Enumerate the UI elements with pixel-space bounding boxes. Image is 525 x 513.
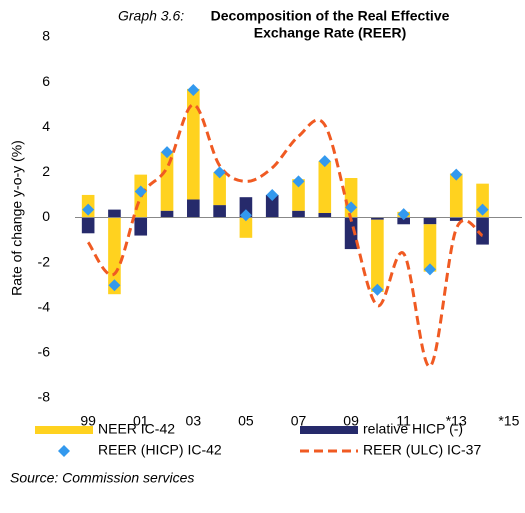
bar <box>371 219 384 292</box>
bar <box>81 217 95 234</box>
marker <box>239 209 252 222</box>
y-tick-label: -2 <box>38 253 51 269</box>
bar <box>187 88 200 200</box>
y-axis-label: Rate of change y-o-y (%) <box>9 140 25 296</box>
marker <box>187 84 200 97</box>
y-tick-label: 0 <box>42 208 50 224</box>
x-tick-label: 99 <box>80 413 96 429</box>
bar <box>213 172 226 206</box>
marker <box>108 279 121 292</box>
bar <box>423 224 437 272</box>
bar <box>476 217 489 245</box>
marker <box>292 175 305 188</box>
bar <box>344 217 358 250</box>
marker <box>318 155 331 168</box>
marker <box>134 185 147 198</box>
bar <box>213 205 226 218</box>
y-tick-label: -6 <box>38 344 51 360</box>
bar <box>371 217 384 220</box>
marker <box>397 208 410 221</box>
x-tick-label: *15 <box>498 413 519 429</box>
marker <box>371 283 384 296</box>
legend-label: NEER IC-42 <box>98 421 175 437</box>
y-tick-label: -8 <box>38 389 51 405</box>
legend-swatch <box>300 426 358 434</box>
bar <box>449 217 463 221</box>
y-tick-label: 6 <box>42 73 50 89</box>
title-label: Graph 3.6: <box>118 8 184 24</box>
marker <box>423 263 436 276</box>
legend-swatch <box>35 426 93 434</box>
x-tick-label: *13 <box>446 413 467 429</box>
legend-label: relative HICP (-) <box>363 421 463 437</box>
chart-title: Decomposition of the Real Effective <box>211 8 450 24</box>
bar <box>160 210 174 218</box>
x-tick-label: 01 <box>133 413 149 429</box>
bar <box>108 217 121 295</box>
bar <box>160 152 174 211</box>
y-tick-label: 8 <box>42 28 50 44</box>
marker <box>161 146 174 159</box>
y-tick-label: -4 <box>38 298 51 314</box>
marker <box>266 188 279 201</box>
bar <box>292 179 305 211</box>
chart-title: Exchange Rate (REER) <box>254 25 406 41</box>
legend-label: REER (ULC) IC-37 <box>363 442 481 458</box>
y-tick-label: 2 <box>42 163 50 179</box>
legend-swatch <box>58 445 70 457</box>
bar <box>423 217 437 225</box>
bar <box>239 217 253 238</box>
marker <box>450 168 463 181</box>
bar <box>108 209 121 218</box>
bar <box>187 199 200 218</box>
x-tick-label: 09 <box>343 413 359 429</box>
bar <box>134 217 148 236</box>
x-tick-label: 05 <box>238 413 254 429</box>
legend-label: REER (HICP) IC-42 <box>98 442 222 458</box>
y-tick-label: 4 <box>42 118 50 134</box>
x-tick-label: 03 <box>186 413 202 429</box>
marker <box>345 201 358 214</box>
bar <box>265 194 279 218</box>
source: Source: Commission services <box>10 470 194 486</box>
marker <box>82 203 95 216</box>
bar <box>318 212 332 218</box>
line <box>86 103 484 368</box>
marker <box>476 203 489 216</box>
x-tick-label: 07 <box>291 413 307 429</box>
bar <box>318 161 332 213</box>
x-tick-label: 11 <box>396 413 411 429</box>
bar <box>292 210 305 218</box>
bar <box>449 173 463 218</box>
marker <box>213 166 226 179</box>
bar <box>397 217 410 225</box>
